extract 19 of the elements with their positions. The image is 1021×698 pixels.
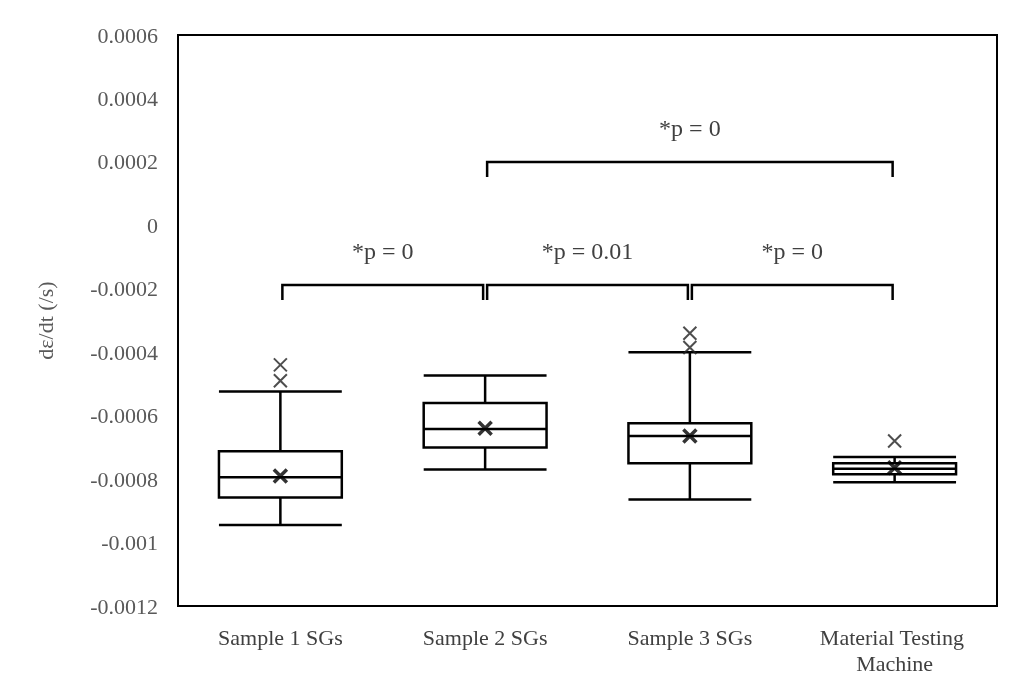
x-tick-label: Material Testing Machine (819, 624, 970, 676)
y-axis-title: dε/dt (/s) (32, 281, 58, 360)
y-tick-label: 0.0006 (97, 22, 158, 48)
x-tick-label: Sample 3 SGs (627, 624, 753, 650)
y-tick-label: -0.0006 (90, 403, 158, 429)
y-tick-label: 0 (147, 212, 158, 238)
y-tick-label: -0.001 (101, 530, 158, 556)
y-tick-label: -0.0008 (90, 466, 158, 492)
annotation: *p = 0.01 (541, 238, 634, 264)
x-tick-label: Sample 2 SGs (422, 624, 548, 650)
y-tick-label: -0.0004 (90, 339, 158, 365)
y-tick-label: -0.0012 (90, 593, 158, 619)
y-tick-label: -0.0002 (90, 276, 158, 302)
annotation: *p = 0 (659, 115, 721, 141)
y-tick-label: 0.0004 (97, 85, 158, 111)
x-tick-label: Sample 1 SGs (218, 624, 343, 650)
annotation: *p = 0 (351, 238, 414, 264)
annotation: *p = 0 (761, 238, 824, 264)
y-tick-label: 0.0002 (97, 149, 158, 175)
